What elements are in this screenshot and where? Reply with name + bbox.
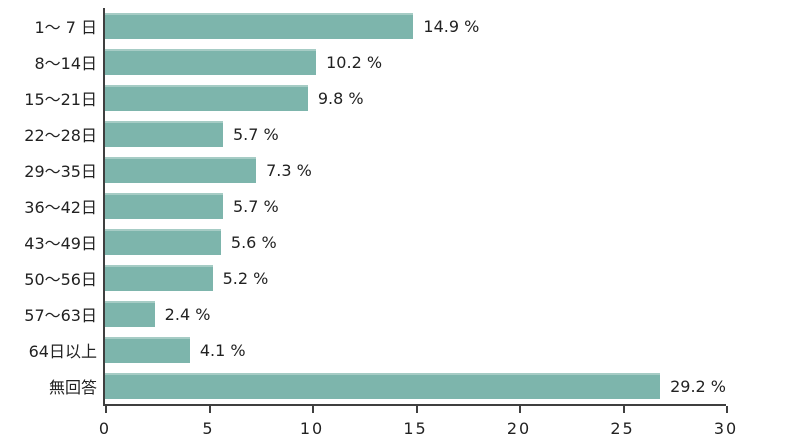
bar: [105, 337, 190, 363]
value-label: 10.2 %: [326, 52, 383, 72]
category-label: 8～14日: [34, 54, 97, 73]
category-label: 22～28日: [24, 126, 97, 145]
x-axis-tick-label: 15: [403, 419, 428, 438]
x-axis-tick-label: 0: [98, 419, 112, 438]
bar: [105, 193, 223, 219]
bar-row: 29.2 %: [105, 368, 726, 404]
bar-row: 7.3 %: [105, 152, 726, 188]
x-axis-tick-label: 30: [713, 419, 739, 438]
x-axis-tick-label: 5: [202, 419, 215, 438]
bar: [105, 121, 223, 147]
x-axis-tick-label: 25: [610, 419, 635, 438]
bar-row: 2.4 %: [105, 296, 726, 332]
value-label: 7.3 %: [266, 160, 312, 180]
bar: [105, 157, 257, 183]
category-label: 57～63日: [24, 306, 97, 325]
x-axis-tick: [208, 406, 211, 413]
category-label: 15～21日: [24, 90, 97, 109]
value-label: 14.9 %: [423, 16, 480, 36]
bar-chart: 1～ 7 日 8～14日 15～21日 22～28日 29～35日 36～42日 43～49…: [0, 8, 736, 438]
bar: [105, 229, 221, 255]
value-label: 5.6 %: [230, 232, 277, 252]
bar-row: 5.7 %: [105, 188, 726, 224]
value-label: 5.7 %: [232, 196, 279, 216]
bar: [105, 85, 308, 111]
x-axis-tick: [105, 406, 107, 413]
x-axis-tick: [519, 406, 521, 413]
bar: [105, 373, 661, 399]
bar-row: 5.6 %: [105, 224, 726, 260]
x-axis-tick: [726, 406, 728, 413]
bar: [105, 301, 155, 327]
category-label: 29～35日: [24, 162, 97, 181]
value-label: 4.1 %: [199, 340, 246, 360]
value-label: 2.4 %: [164, 304, 211, 324]
value-label: 29.2 %: [670, 376, 726, 396]
x-axis-tick: [415, 406, 418, 413]
bar: [105, 49, 317, 75]
x-axis-tick-label: 10: [299, 419, 325, 438]
bar-row: 5.2 %: [105, 260, 726, 296]
category-axis: 1～ 7 日 8～14日 15～21日 22～28日 29～35日 36～42日 43～49…: [0, 8, 103, 406]
bar-row: 10.2 %: [105, 44, 726, 80]
bar-row: 14.9 %: [105, 8, 726, 44]
x-axis-tick: [622, 406, 625, 413]
category-label: 50～56日: [24, 270, 97, 289]
value-label: 9.8 %: [317, 88, 364, 108]
bar-row: 4.1 %: [105, 332, 726, 368]
x-axis-tick: [312, 406, 314, 413]
category-label: 36～42日: [24, 198, 97, 217]
category-label: 無回答: [48, 378, 97, 397]
bar-row: 9.8 %: [105, 80, 726, 116]
plot-area: 14.9 % 10.2 % 9.8 % 5.7 % 7.3 % 5.7 % 5.6 % 5.2…: [99, 8, 736, 438]
value-label: 5.2 %: [222, 268, 269, 288]
bar: [105, 13, 414, 39]
bar-row: 5.7 %: [105, 116, 726, 152]
value-label: 5.7 %: [232, 124, 279, 144]
category-label: 1～ 7 日: [34, 18, 97, 37]
x-axis-tick-label: 20: [506, 419, 532, 438]
category-label: 43～49日: [24, 234, 97, 253]
bar: [105, 265, 213, 291]
category-label: 64日以上: [28, 342, 97, 361]
